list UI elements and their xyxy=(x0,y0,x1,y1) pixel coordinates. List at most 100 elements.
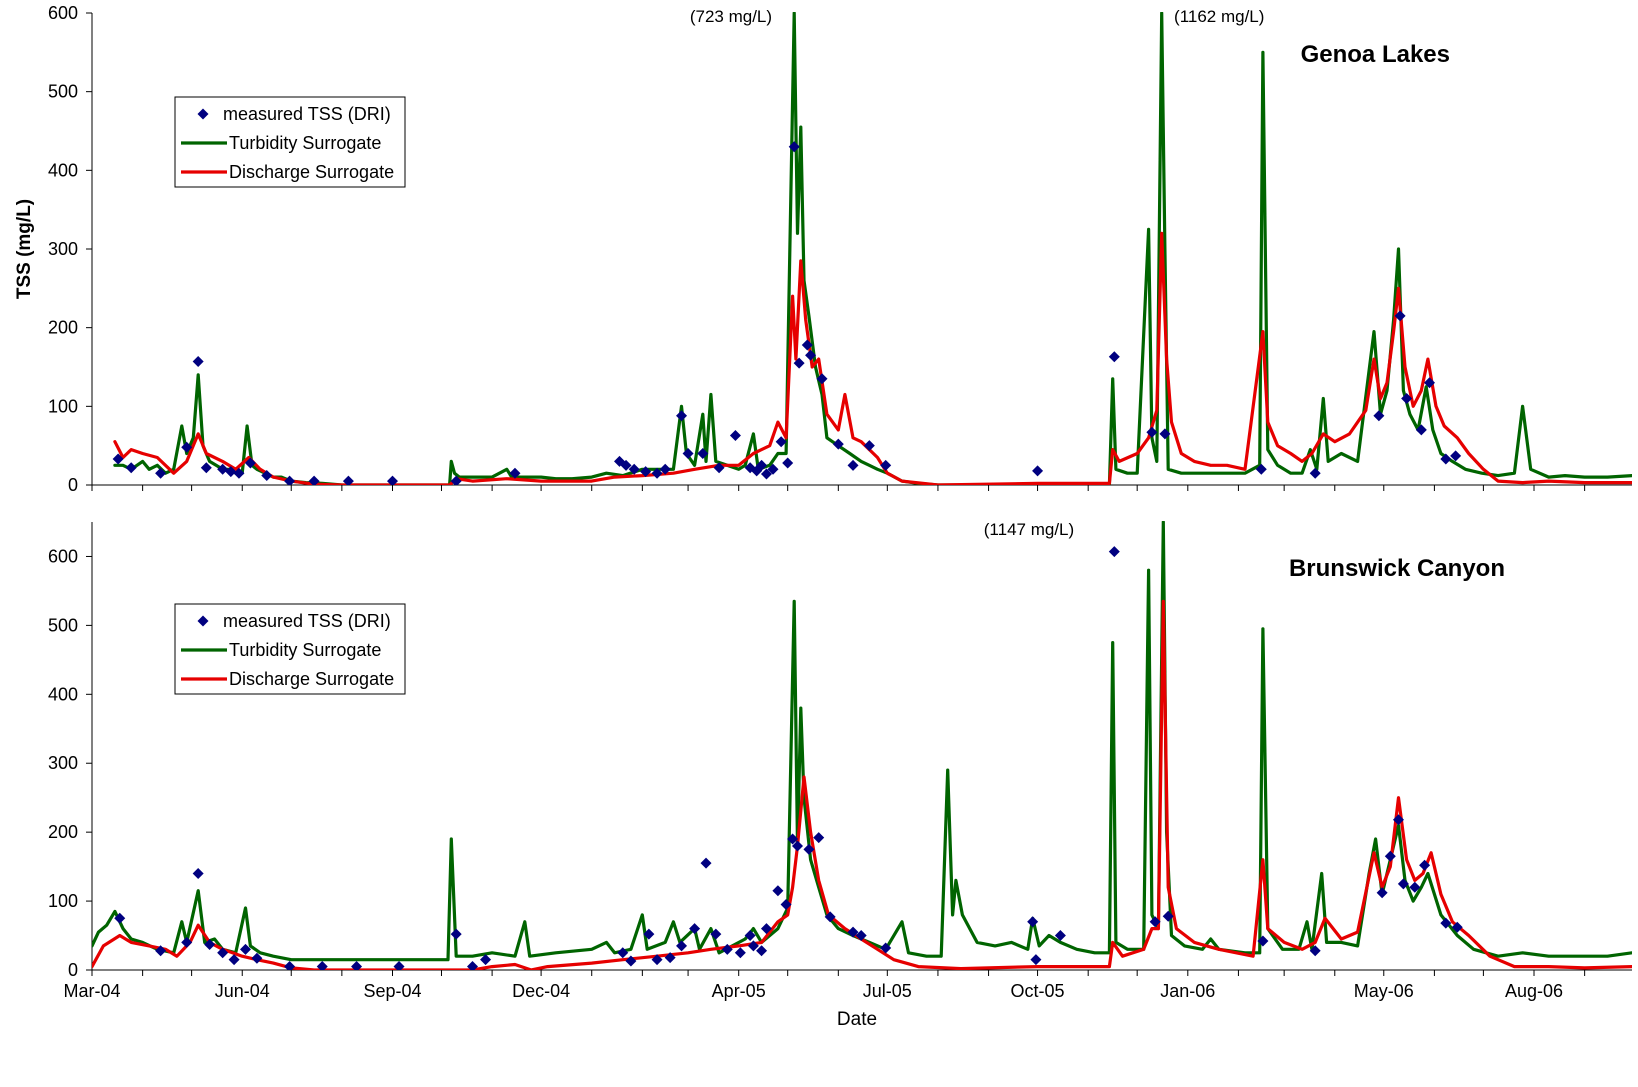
measured-tss-point xyxy=(1397,878,1409,890)
measured-tss-point xyxy=(787,833,799,845)
y-tick-label: 0 xyxy=(68,960,78,980)
measured-tss-point xyxy=(756,945,768,957)
legend-label: Turbidity Surrogate xyxy=(229,133,381,153)
measured-tss-point xyxy=(1108,351,1120,363)
measured-tss-point xyxy=(659,463,671,475)
measured-tss-point xyxy=(1027,916,1039,928)
measured-tss-point xyxy=(284,475,296,485)
x-tick-label: Jun-04 xyxy=(215,981,270,1001)
measured-tss-point xyxy=(824,911,836,923)
legend-label: measured TSS (DRI) xyxy=(223,104,391,124)
series-line-discharge-surrogate xyxy=(92,599,1632,970)
legend-label: Discharge Surrogate xyxy=(229,162,394,182)
measured-tss-point xyxy=(813,832,825,844)
legend-marker-swatch xyxy=(197,615,209,627)
y-tick-label: 500 xyxy=(48,615,78,635)
measured-tss-point xyxy=(192,868,204,880)
legend: measured TSS (DRI) Turbidity Surrogate Dis… xyxy=(174,603,406,695)
measured-tss-point xyxy=(747,940,759,952)
measured-tss-point xyxy=(664,952,676,964)
x-tick-label: Sep-04 xyxy=(363,981,421,1001)
measured-tss-point xyxy=(782,457,794,469)
measured-tss-point xyxy=(772,885,784,897)
x-tick-label: Aug-06 xyxy=(1505,981,1563,1001)
measured-tss-point xyxy=(791,840,803,852)
y-tick-label: 100 xyxy=(48,396,78,416)
measured-tss-point xyxy=(233,467,245,479)
measured-tss-point xyxy=(1440,453,1452,465)
measured-tss-point xyxy=(625,955,637,967)
measured-tss-point xyxy=(112,453,124,465)
measured-tss-point xyxy=(284,961,296,970)
measured-tss-point xyxy=(676,940,688,952)
measured-tss-point xyxy=(1255,463,1267,475)
measured-tss-point xyxy=(1423,377,1435,389)
x-axis-title: Date xyxy=(837,1009,877,1030)
y-tick-label: 300 xyxy=(48,753,78,773)
measured-tss-point xyxy=(1309,467,1321,479)
measured-tss-point xyxy=(1108,546,1120,558)
legend-label: measured TSS (DRI) xyxy=(223,611,391,631)
measured-tss-point xyxy=(863,440,875,452)
measured-tss-point xyxy=(114,912,126,924)
measured-tss-point xyxy=(1450,450,1462,462)
panel-title: Brunswick Canyon xyxy=(1289,555,1505,582)
measured-tss-point xyxy=(628,463,640,475)
measured-tss-point xyxy=(1054,930,1066,942)
panel-title: Genoa Lakes xyxy=(1301,41,1450,68)
panel-genoa-lakes: 0 100 200 300 400 500 600 TSS (mg/L) Genoa Lakes… xyxy=(14,3,1632,495)
y-tick-label: 300 xyxy=(48,239,78,259)
measured-tss-point xyxy=(393,961,405,970)
measured-tss-point xyxy=(1409,881,1421,893)
measured-tss-point xyxy=(1376,887,1388,899)
measured-tss-point xyxy=(308,475,320,485)
measured-tss-point xyxy=(713,462,725,474)
measured-tss-point xyxy=(847,926,859,938)
measured-tss-point xyxy=(251,952,263,964)
measured-tss-point xyxy=(760,923,772,935)
legend-label: Discharge Surrogate xyxy=(229,669,394,689)
measured-tss-point xyxy=(155,945,167,957)
measured-tss-point xyxy=(756,459,768,471)
measured-tss-point xyxy=(1257,935,1269,947)
x-tick-label: May-06 xyxy=(1354,981,1414,1001)
measured-tss-point xyxy=(760,468,772,480)
measured-tss-point xyxy=(651,467,663,479)
measured-tss-point xyxy=(880,459,892,471)
y-tick-label: 500 xyxy=(48,82,78,102)
measured-tss-point xyxy=(805,349,817,361)
measured-tss-point xyxy=(697,448,709,460)
measured-tss-point xyxy=(1032,465,1044,477)
measured-tss-point xyxy=(316,961,328,970)
peak-annotation: (723 mg/L) xyxy=(690,7,772,26)
measured-tss-point xyxy=(803,843,815,855)
measured-tss-point xyxy=(643,928,655,940)
measured-tss-point xyxy=(1149,916,1161,928)
x-tick-label: Jan-06 xyxy=(1160,981,1215,1001)
peak-annotation: (1147 mg/L) xyxy=(984,520,1074,539)
measured-tss-point xyxy=(450,475,462,485)
plot-area xyxy=(112,12,1632,485)
series-line-turbidity-surrogate xyxy=(92,521,1632,962)
y-tick-label: 600 xyxy=(48,546,78,566)
measured-tss-point xyxy=(682,448,694,460)
measured-tss-point xyxy=(225,466,237,478)
y-tick-label: 0 xyxy=(68,475,78,495)
x-tick-label: Apr-05 xyxy=(712,981,766,1001)
measured-tss-point xyxy=(240,943,252,955)
legend-label: Turbidity Surrogate xyxy=(229,640,381,660)
x-tick-label: Oct-05 xyxy=(1011,981,1065,1001)
measured-tss-point xyxy=(1392,814,1404,826)
measured-tss-point xyxy=(181,441,193,453)
measured-tss-point xyxy=(1415,424,1427,436)
peak-annotation: (1162 mg/L) xyxy=(1174,7,1264,26)
measured-tss-point xyxy=(793,357,805,369)
series-line-turbidity-surrogate xyxy=(113,12,1632,485)
measured-tss-point xyxy=(200,462,212,474)
measured-tss-point xyxy=(767,463,779,475)
measured-tss-point xyxy=(734,947,746,959)
measured-tss-point xyxy=(1451,921,1463,933)
measured-tss-point xyxy=(880,942,892,954)
measured-tss-point xyxy=(780,899,792,911)
